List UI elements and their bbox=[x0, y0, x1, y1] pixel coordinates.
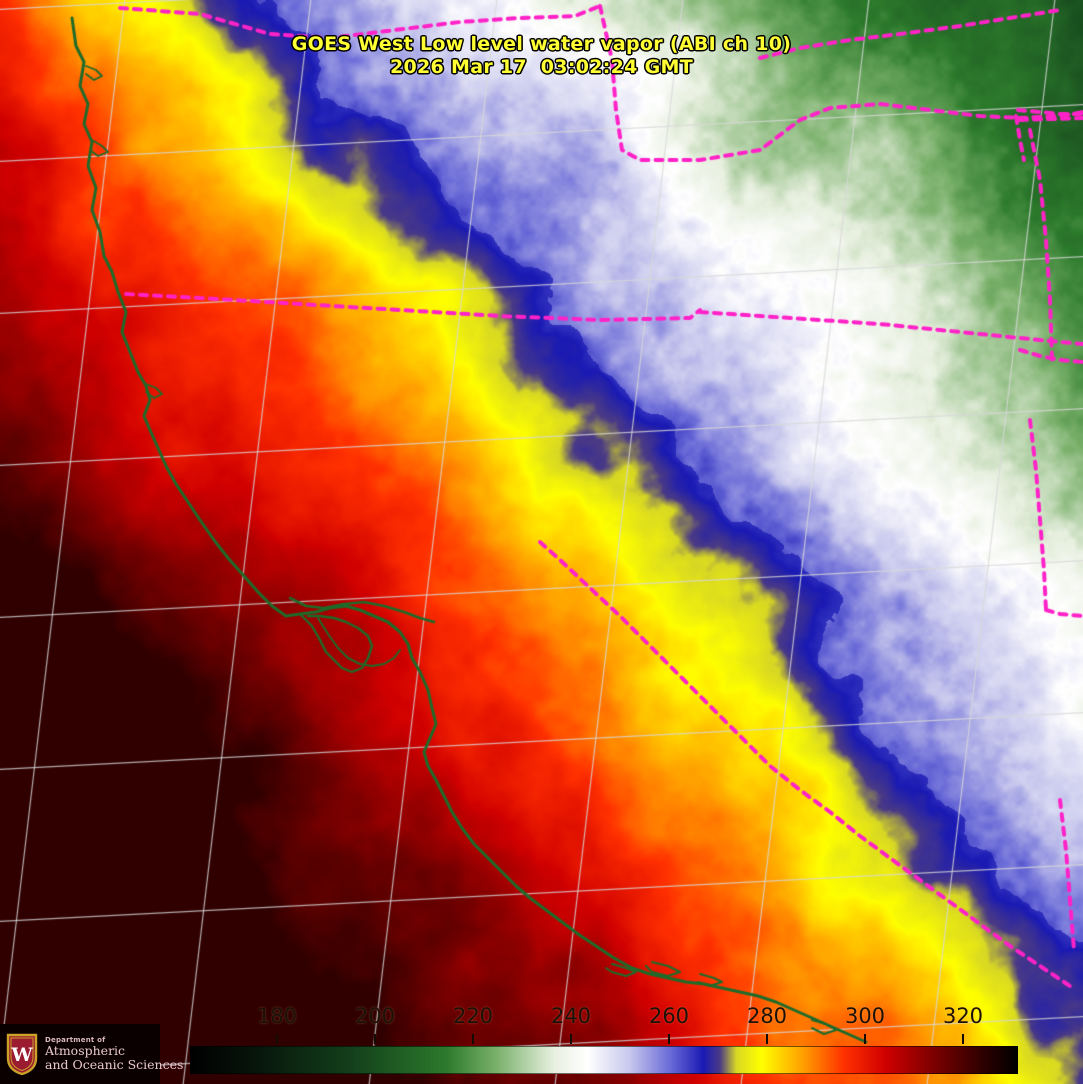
colorbar-tick-mark bbox=[374, 1034, 376, 1044]
colorbar-tick-label: 320 bbox=[942, 1004, 984, 1028]
colorbar-tick-mark bbox=[570, 1034, 572, 1044]
colorbar-tick-label: 300 bbox=[844, 1004, 886, 1028]
colorbar-gradient bbox=[190, 1046, 1018, 1074]
colorbar-labels: 180 200 220 240 260 280 300 320 bbox=[0, 1000, 1083, 1032]
colorbar-tick-label: 180 bbox=[256, 1004, 298, 1028]
logo-name-line2: and Oceanic Sciences bbox=[45, 1056, 184, 1072]
logo-name-line1: Atmospheric bbox=[45, 1043, 126, 1059]
logo-text-block: Department of Atmospheric and Oceanic Sc… bbox=[45, 1036, 184, 1072]
colorbar-tick-mark bbox=[766, 1034, 768, 1044]
uw-crest-icon: W bbox=[6, 1033, 38, 1076]
svg-text:W: W bbox=[10, 1044, 33, 1066]
colorbar-tick-mark bbox=[864, 1034, 866, 1044]
colorbar-tick-label: 240 bbox=[550, 1004, 592, 1028]
colorbar-tick-label: 200 bbox=[354, 1004, 396, 1028]
colorbar-tick-label: 260 bbox=[648, 1004, 690, 1028]
colorbar-tick-mark bbox=[276, 1034, 278, 1044]
colorbar-tick-mark bbox=[472, 1034, 474, 1044]
colorbar-tick-mark bbox=[962, 1034, 964, 1044]
colorbar-ticks bbox=[0, 1034, 1083, 1044]
colorbar-tick-label: 220 bbox=[452, 1004, 494, 1028]
colorbar-tick-mark bbox=[668, 1034, 670, 1044]
colorbar: 180 200 220 240 260 280 300 320 bbox=[0, 1000, 1083, 1084]
colorbar-tick-label: 280 bbox=[746, 1004, 788, 1028]
logo-department-label: Department of bbox=[45, 1036, 106, 1045]
institution-logo: W Department of Atmospheric and Oceanic … bbox=[0, 1024, 183, 1084]
